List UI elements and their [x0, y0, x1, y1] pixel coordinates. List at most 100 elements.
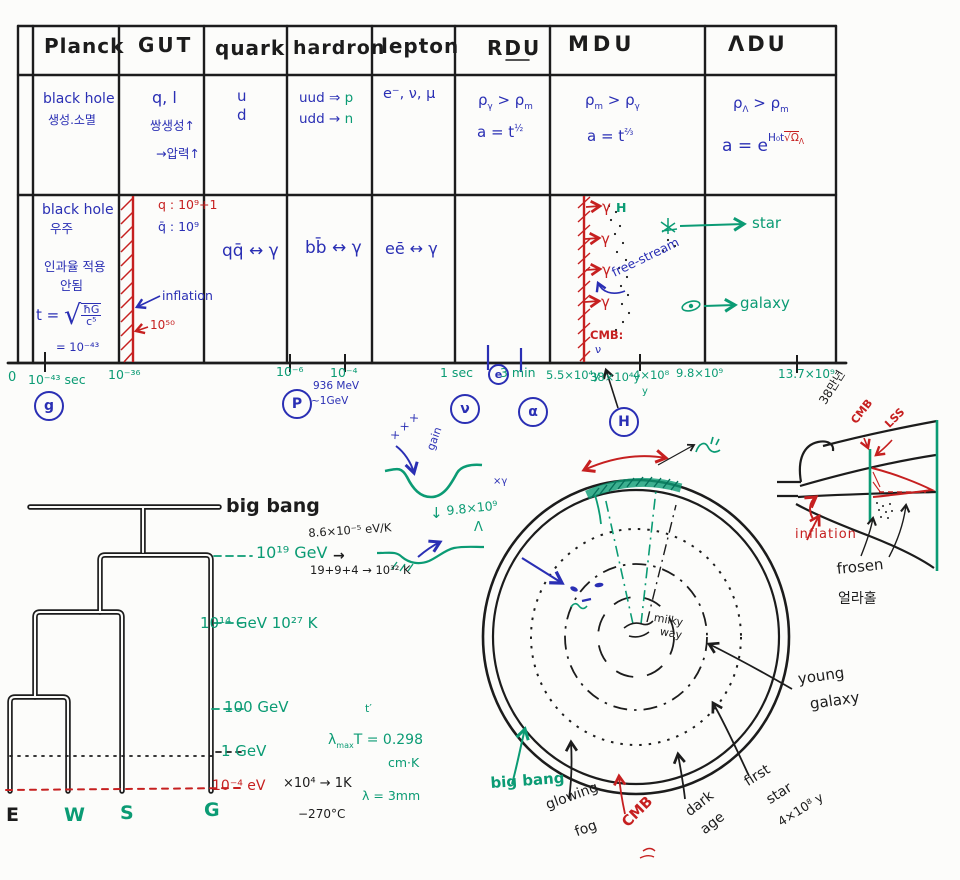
galaxy-sketch	[681, 300, 701, 312]
mdu-gamma-3: γ	[602, 261, 611, 279]
timeline-ticks	[44, 352, 798, 373]
proton-mass-2: ~1GeV	[311, 395, 349, 407]
planck-causality-kr: 인과율 적용	[44, 259, 106, 274]
tree-1e14gev: 10¹⁴ GeV 10²⁷ K	[200, 614, 318, 632]
lambda-down-arrow: ↓	[430, 504, 443, 522]
light-cone-sketch	[777, 419, 939, 571]
gut-pair-production: 쌍생성↑	[150, 118, 195, 133]
tree-minus270: −270°C	[298, 807, 346, 821]
mdu-hydrogen: H	[616, 200, 627, 215]
alpha-circle: α	[518, 397, 548, 427]
potential-well-sketches	[376, 445, 485, 572]
lepton-annihilation: eē ↔ γ	[385, 239, 438, 258]
force-G: G	[204, 799, 220, 821]
tree-1e-4ev: 10⁻⁴ eV	[212, 778, 266, 794]
tree-100gev: 100 GeV	[224, 698, 289, 716]
rdu-density: ργ > ρm	[478, 91, 533, 112]
ldu-density: ρΛ > ρm	[733, 94, 789, 115]
planck-korean-create: 생성.소멸	[48, 113, 96, 127]
wien-unit: cm·K	[388, 755, 420, 770]
quark-annihilation: qq̄ ↔ γ	[222, 241, 279, 261]
tree-to-1k: ×10⁴ → 1K	[283, 776, 352, 791]
gut-antiquark-count: q̄ : 10⁹	[158, 219, 200, 234]
axis-13.7e9: 13.7×10⁹	[778, 367, 835, 381]
galaxy-label: galaxy	[740, 294, 790, 312]
mdu-scale-factor: a = t⅔	[587, 127, 634, 145]
quark-d: d	[237, 106, 247, 124]
hardron-neutron: udd → n	[299, 111, 354, 127]
cone-frozen-kr: 얼라홀	[838, 591, 877, 607]
mdu-gamma-1: γ	[602, 198, 611, 216]
axis-9.8e9: 9.8×10⁹	[676, 366, 724, 380]
header-mdu: MDU	[568, 32, 636, 56]
proton-circle: P	[282, 389, 312, 419]
force-W: W	[64, 804, 85, 826]
star-arrow	[679, 217, 747, 232]
axis-1sec: 1 sec	[440, 365, 474, 380]
header-planck: Planck	[44, 34, 125, 58]
header-lepton: lepton	[381, 34, 460, 58]
header-rdu: RDU	[487, 36, 542, 60]
x-gamma: ×γ	[493, 476, 508, 487]
planck-universe-kr: 우주	[50, 221, 74, 236]
mdu-gamma-arrows	[584, 200, 603, 309]
tree-conv-arrow: →	[333, 548, 345, 564]
star-sketch	[660, 218, 678, 234]
rdu-scale-factor: a = t½	[477, 123, 524, 141]
force-S: S	[120, 802, 134, 824]
axis-4e8: 4×10⁸	[633, 368, 670, 382]
axis-1e-4: 10⁻⁴	[330, 365, 358, 380]
rdu-blue-ticks	[486, 345, 523, 372]
mdu-gamma-2: γ	[601, 230, 610, 248]
galaxy-arrow	[703, 298, 738, 313]
tree-t-prime: t′	[365, 702, 372, 715]
free-stream-curl	[595, 280, 626, 294]
axis-1e-6: 10⁻⁶	[276, 364, 304, 379]
tree-big-bang: big bang	[226, 495, 320, 517]
tree-1e32k: 19+9+4 → 10³² K	[310, 563, 411, 577]
lambda-symbol: Λ	[474, 520, 483, 535]
1e50-pointer	[133, 323, 149, 335]
graviton-circle: g	[34, 391, 64, 421]
hardron-annihilation: bb̄ ↔ γ	[305, 238, 362, 258]
gut-pressure: →압력↑	[156, 146, 200, 161]
lambda-3mm: λ = 3mm	[362, 788, 421, 803]
mdu-cmb-label: CMB:	[590, 328, 624, 342]
tree-1e19gev: 10¹⁹ GeV	[256, 543, 328, 562]
gut-quark-count: q : 10⁹+1	[158, 197, 218, 212]
planck-time-value: = 10⁻⁴³	[56, 340, 100, 354]
electron-circle: e	[488, 364, 509, 385]
force-E: E	[6, 804, 19, 826]
star-label: star	[752, 214, 782, 232]
mdu-density: ρm > ργ	[585, 91, 640, 112]
mdu-gamma-4: γ	[601, 293, 610, 311]
wien-law: λmaxT = 0.298	[328, 732, 423, 750]
hardron-proton: uud ⇒ p	[299, 90, 354, 106]
lepton-particles: e⁻, ν, μ	[383, 86, 436, 102]
proton-mass: 936 MeV	[313, 380, 360, 392]
neutrino-circle: ν	[450, 394, 480, 424]
photon-speckles	[607, 204, 677, 332]
axis-zero: 0	[8, 370, 17, 385]
planck-blackhole: black hole	[43, 91, 115, 107]
axis-1e-36: 10⁻³⁶	[108, 367, 141, 382]
gut-particles: q, l	[152, 88, 177, 107]
mdu-nu: ν	[595, 343, 602, 356]
header-quark: quark	[215, 36, 286, 60]
axis-38e4y: 38×10⁴y	[590, 370, 641, 384]
axis-5.5e4y: 5.5×10⁴y	[546, 368, 600, 382]
quark-u: u	[237, 87, 247, 105]
ldu-scale-factor: a = eH₀t√ΩΛ	[722, 131, 805, 156]
planck-notapply-kr: 안됨	[60, 278, 84, 293]
axis-4e8-y: y	[642, 386, 648, 397]
inflation-pointer-arrow	[134, 295, 161, 310]
unification-tree	[5, 504, 253, 794]
tree-1gev: 1 GeV	[221, 742, 267, 760]
planck-bh-universe: black hole	[42, 202, 114, 218]
hydrogen-circle: H	[609, 407, 639, 437]
observable-universe-circle	[481, 436, 793, 859]
planck-time-formula: t = √ ħG c⁵	[36, 300, 102, 331]
header-gut: GUT	[138, 33, 194, 57]
